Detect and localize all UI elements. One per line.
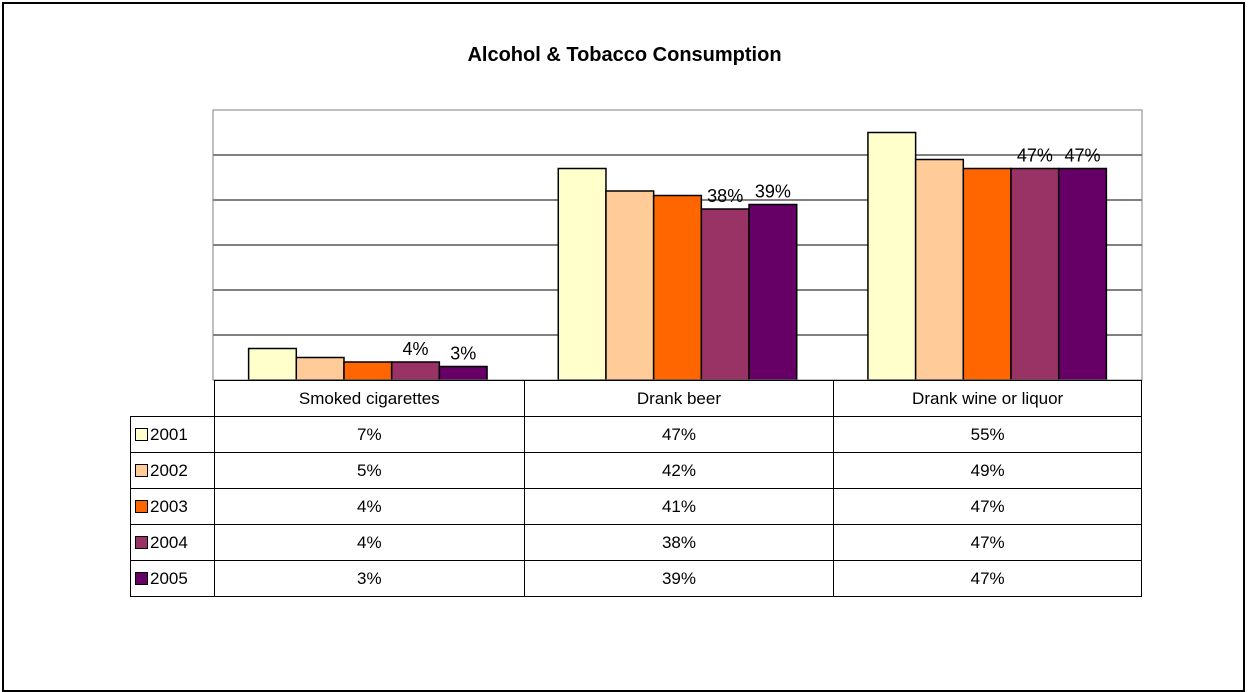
table-cell-2003-2: 41% bbox=[523, 488, 835, 525]
category-label-1: Smoked cigarettes bbox=[213, 380, 525, 417]
table-cell-2004-3: 47% bbox=[833, 524, 1142, 561]
chart-title: Alcohol & Tobacco Consumption bbox=[467, 44, 782, 66]
bar-label-2005-2: 39% bbox=[755, 182, 791, 202]
bar-2001-2 bbox=[557, 167, 607, 381]
table-cell-2005-2: 39% bbox=[523, 560, 835, 597]
table-cell-2001-2: 47% bbox=[523, 416, 835, 453]
legend-label: 2003 bbox=[150, 496, 188, 516]
table-cell-2004-1: 4% bbox=[213, 524, 525, 561]
category-label-2: Drank beer bbox=[523, 380, 835, 417]
table-cell-2002-2: 42% bbox=[523, 452, 835, 489]
legend-label: 2002 bbox=[150, 460, 188, 480]
bar-label-2004-3: 47% bbox=[1017, 146, 1053, 166]
plot-area: 4% 3% 38% 39% 47% 47% bbox=[212, 109, 1143, 381]
legend-label: 2005 bbox=[150, 568, 188, 588]
legend-swatch bbox=[135, 463, 148, 477]
legend-label: 2001 bbox=[150, 424, 188, 444]
bar-2001-1 bbox=[247, 347, 298, 381]
data-table: Smoked cigarettes Drank beer Drank wine or… bbox=[130, 380, 1142, 597]
bar-2005-1 bbox=[438, 365, 488, 381]
bar-label-2005-3: 47% bbox=[1065, 146, 1101, 166]
bar-2004-2 bbox=[700, 208, 750, 381]
bar-2002-3 bbox=[914, 158, 965, 381]
bar-2004-1 bbox=[390, 361, 441, 381]
bar-2002-1 bbox=[295, 356, 345, 381]
bar-labels: 4% 3% 38% 39% 47% 47% bbox=[403, 146, 1101, 364]
legend-swatch bbox=[135, 535, 148, 549]
legend-swatch bbox=[135, 499, 148, 513]
table-header-row: Smoked cigarettes Drank beer Drank wine or… bbox=[131, 380, 1142, 417]
table-cell-2005-3: 47% bbox=[833, 560, 1142, 597]
table-cell-2004-2: 38% bbox=[523, 524, 835, 561]
table-cell-2005-1: 3% bbox=[213, 560, 525, 597]
category-label-3: Drank wine or liquor bbox=[833, 380, 1142, 417]
table-row: 2002 5% 42% 49% bbox=[130, 452, 1142, 489]
table-corner bbox=[131, 381, 215, 417]
table-cell-2002-1: 5% bbox=[213, 452, 525, 489]
bar-label-2004-2: 38% bbox=[707, 186, 743, 206]
legend-entry-2004: 2004 bbox=[130, 524, 215, 561]
table-cell-2003-1: 4% bbox=[213, 488, 525, 525]
bar-2004-3 bbox=[1010, 167, 1060, 381]
table-row: 2003 4% 41% 47% bbox=[130, 488, 1142, 525]
legend-swatch bbox=[135, 427, 148, 441]
table-row: 2001 7% 47% 55% bbox=[130, 416, 1142, 453]
bar-2003-1 bbox=[343, 361, 393, 381]
legend-entry-2005: 2005 bbox=[130, 560, 215, 597]
legend-entry-2001: 2001 bbox=[130, 416, 215, 453]
table-cell-2001-1: 7% bbox=[213, 416, 525, 453]
bar-label-2005-1: 3% bbox=[450, 344, 476, 364]
legend-entry-2002: 2002 bbox=[130, 452, 215, 489]
bar-2003-2 bbox=[652, 194, 703, 381]
table-row: 2004 4% 38% 47% bbox=[130, 524, 1142, 561]
bar-label-2004-1: 4% bbox=[403, 339, 429, 359]
bar-2005-3 bbox=[1057, 167, 1108, 381]
legend-label: 2004 bbox=[150, 532, 188, 552]
table-cell-2002-3: 49% bbox=[833, 452, 1142, 489]
legend-swatch bbox=[135, 571, 148, 585]
bar-2001-3 bbox=[867, 131, 917, 381]
bars bbox=[247, 131, 1108, 381]
legend-entry-2003: 2003 bbox=[130, 488, 215, 525]
bar-2002-2 bbox=[605, 190, 655, 381]
bar-2003-3 bbox=[962, 167, 1012, 381]
table-cell-2001-3: 55% bbox=[833, 416, 1142, 453]
table-cell-2003-3: 47% bbox=[833, 488, 1142, 525]
bar-2005-2 bbox=[748, 203, 798, 381]
table-row: 2005 3% 39% 47% bbox=[130, 560, 1142, 597]
